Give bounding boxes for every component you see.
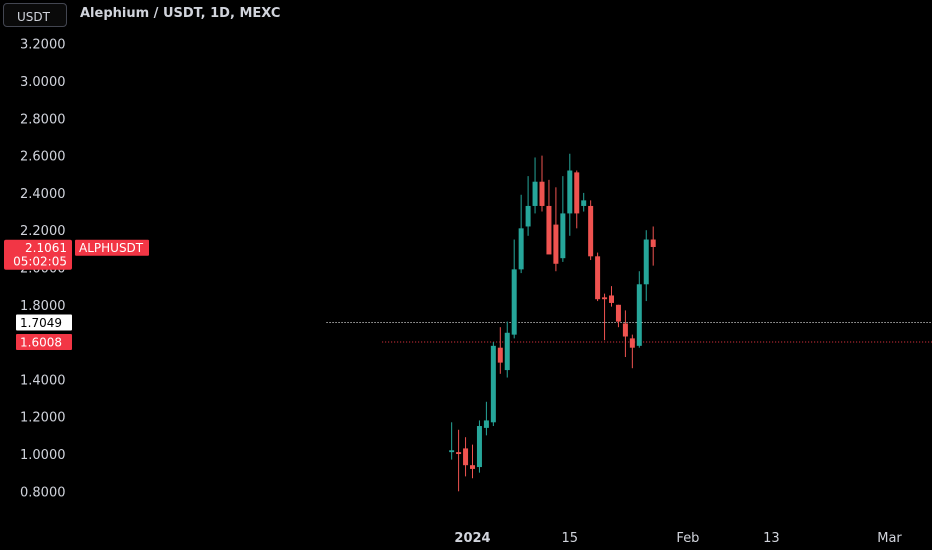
currency-unit-label: USDT	[17, 10, 50, 24]
x-tick-label: Mar	[877, 531, 902, 546]
price-axis[interactable]: 3.20003.00002.80002.60002.40002.20002.00…	[20, 38, 66, 501]
candle-body	[574, 172, 580, 214]
candle-body	[622, 323, 628, 337]
candle-body	[567, 170, 573, 214]
y-tick-label: 1.0000	[20, 448, 66, 463]
level-tag-red	[16, 333, 72, 350]
candle-body	[497, 347, 503, 363]
y-tick-label: 3.0000	[20, 75, 66, 90]
candle-body	[518, 228, 524, 270]
candle-body	[504, 332, 510, 371]
candle-body	[511, 269, 517, 335]
candle-body	[609, 295, 614, 303]
symbol-tag-label: ALPHUSDT	[79, 241, 144, 255]
candle-body	[463, 448, 469, 466]
symbol-tag	[75, 239, 149, 256]
x-tick-label: 15	[562, 531, 579, 546]
candle-body	[456, 452, 462, 454]
x-tick-label: 2024	[454, 531, 490, 546]
candle-body	[595, 256, 601, 300]
candle-body	[532, 181, 538, 206]
candle-body	[449, 450, 455, 453]
last-price-value: 2.1061	[25, 241, 67, 255]
symbol-title[interactable]: Alephium / USDT, 1D, MEXC	[80, 6, 281, 21]
level-tag-white	[16, 314, 72, 331]
candle-body	[490, 345, 496, 423]
candle-body	[588, 205, 594, 257]
x-tick-label: 13	[763, 531, 780, 546]
currency-unit-button[interactable]: USDT	[3, 3, 67, 27]
y-tick-label: 2.8000	[20, 112, 66, 127]
price-levels	[326, 322, 932, 343]
time-axis[interactable]: 2024 15 Feb 13 Mar	[454, 531, 902, 546]
y-tick-label: 1.4000	[20, 373, 66, 388]
last-price-tag	[4, 239, 72, 270]
candles	[449, 153, 656, 492]
candle-body	[470, 465, 475, 469]
candle-body	[560, 213, 566, 259]
candle-body	[615, 304, 621, 322]
y-tick-label: 1.8000	[20, 299, 66, 314]
last-price-countdown: 05:02:05	[13, 255, 67, 269]
candle-body	[483, 420, 489, 428]
candle-body	[650, 239, 656, 247]
level-tag-value: 1.7049	[20, 316, 62, 330]
candle-body	[525, 205, 531, 227]
candle-body	[581, 200, 587, 206]
y-tick-label: 3.2000	[20, 38, 66, 53]
candle-body	[602, 297, 608, 300]
candle-body	[546, 205, 552, 255]
y-tick-label: 2.4000	[20, 187, 66, 202]
y-tick-label: 1.2000	[20, 411, 66, 426]
candle-body	[643, 239, 649, 285]
candle-body	[629, 338, 635, 348]
candle-body	[476, 426, 482, 468]
y-tick-label: 2.6000	[20, 150, 66, 165]
x-tick-label: Feb	[676, 531, 699, 546]
candle-body	[553, 224, 559, 264]
candle-body	[539, 181, 545, 206]
y-tick-label: 0.8000	[20, 485, 66, 500]
y-tick-label: 2.2000	[20, 224, 66, 239]
level-tag-value: 1.6008	[20, 335, 62, 349]
candle-body	[636, 284, 642, 346]
